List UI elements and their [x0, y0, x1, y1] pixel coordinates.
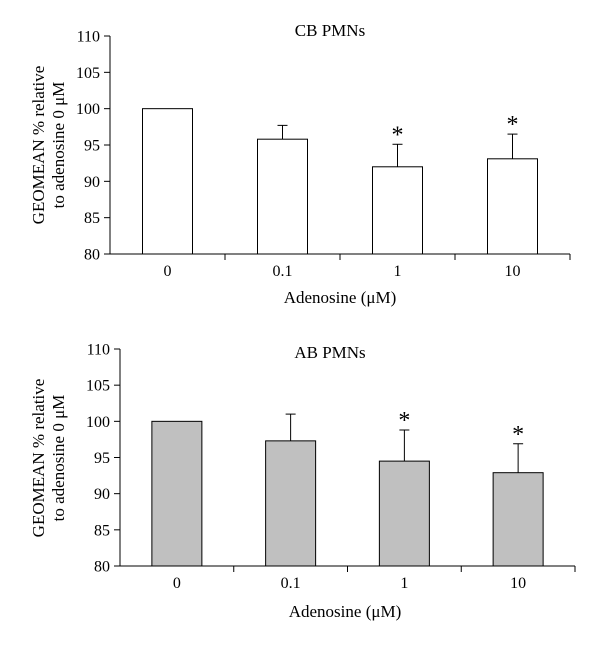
y-tick-label: 90	[84, 174, 100, 191]
y-tick-label: 85	[94, 522, 110, 539]
error-bars	[285, 413, 524, 473]
bar-0.1	[257, 138, 308, 255]
significance-marker-1: *	[398, 408, 410, 434]
y-tick-label: 80	[84, 247, 100, 264]
significance-marker-10: *	[512, 422, 524, 448]
bar-10	[492, 472, 544, 567]
significance-marker-1: *	[392, 122, 404, 148]
y-tick-label: 110	[77, 29, 100, 46]
x-axis-title: Adenosine (μM)	[289, 602, 402, 621]
y-tick-label: 110	[87, 342, 110, 359]
y-tick-label: 100	[86, 414, 110, 431]
chart-title: CB PMNs	[295, 21, 365, 40]
y-axis-title-line1: GEOMEAN % relative	[29, 379, 48, 538]
y-axis-title: GEOMEAN % relative to adenosine 0 μM	[29, 379, 68, 538]
bar-10	[487, 158, 538, 255]
bar-1	[372, 166, 423, 255]
bars	[142, 108, 538, 255]
bar-0	[151, 420, 203, 567]
x-tick-label: 1	[400, 575, 408, 592]
y-tick-label: 105	[86, 378, 110, 395]
y-tick-label: 80	[94, 559, 110, 576]
y-ticks: 80 85 90 95 100 105 110	[86, 342, 120, 576]
x-tick-label: 0.1	[273, 263, 293, 280]
y-tick-label: 85	[84, 210, 100, 227]
x-tick-label: 0	[164, 263, 172, 280]
y-tick-label: 90	[94, 486, 110, 503]
y-ticks: 80 85 90 95 100 105 110	[76, 29, 110, 264]
bar-1	[378, 460, 430, 567]
chart-title: AB PMNs	[294, 343, 365, 362]
y-axis-title-line2: to adenosine 0 μM	[49, 82, 68, 209]
y-axis-title-line1: GEOMEAN % relative	[29, 66, 48, 225]
x-tick-label: 1	[394, 263, 402, 280]
bar-0	[142, 108, 193, 255]
x-tick-label: 0.1	[281, 575, 301, 592]
y-tick-label: 95	[84, 138, 100, 155]
y-tick-label: 105	[76, 65, 100, 82]
significance-markers: **	[392, 112, 519, 148]
x-axis-title: Adenosine (μM)	[284, 288, 397, 307]
y-axis-title-line2: to adenosine 0 μM	[49, 395, 68, 522]
chart-ab-pmns: AB PMNs GEOMEAN % relative to adenosine …	[29, 342, 576, 621]
significance-marker-10: *	[507, 112, 519, 138]
x-ticks: 0 0.1 1 10	[164, 254, 571, 280]
bar-0.1	[265, 440, 317, 567]
bars	[151, 420, 544, 567]
y-tick-label: 100	[76, 101, 100, 118]
y-tick-label: 95	[94, 450, 110, 467]
x-tick-label: 0	[173, 575, 181, 592]
chart-cb-pmns: CB PMNs GEOMEAN % relative to adenosine …	[29, 21, 571, 307]
y-axis-title: GEOMEAN % relative to adenosine 0 μM	[29, 66, 68, 225]
x-tick-label: 10	[505, 263, 521, 280]
x-tick-label: 10	[510, 575, 526, 592]
error-bars	[277, 124, 518, 167]
x-ticks: 0 0.1 1 10	[173, 566, 576, 592]
significance-markers: **	[398, 408, 524, 448]
